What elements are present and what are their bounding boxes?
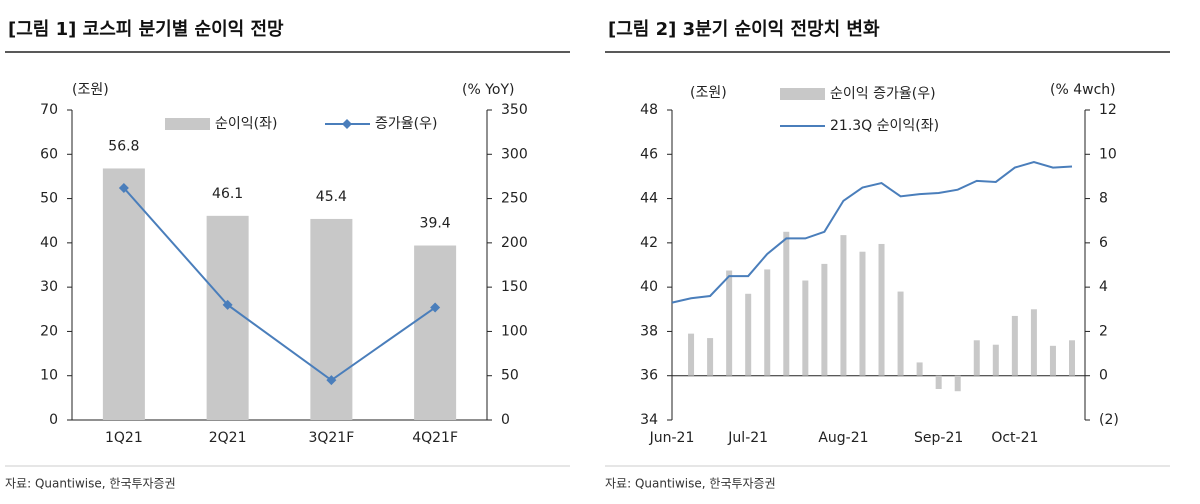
- y-tick-label: 60: [40, 146, 58, 162]
- bar: [840, 235, 847, 376]
- y2-tick-label: 10: [1099, 146, 1117, 162]
- line: [123, 187, 436, 382]
- bar: [897, 291, 904, 376]
- line: [671, 160, 1073, 304]
- bar: [688, 333, 695, 376]
- bar-value-label: 45.4: [316, 189, 347, 205]
- y-tick-label: 10: [40, 368, 58, 384]
- y-axis-unit: (조원): [690, 85, 727, 101]
- bar: [1069, 340, 1075, 376]
- y2-axis-unit: (% YoY): [462, 82, 515, 98]
- y-tick-label: 0: [49, 412, 58, 428]
- y2-tick-label: 150: [501, 279, 528, 295]
- y-tick-label: 46: [640, 146, 658, 162]
- y2-tick-label: 6: [1099, 235, 1108, 251]
- legend-label: 순이익 증가율(우): [830, 86, 936, 102]
- line-marker: [118, 182, 129, 193]
- y2-tick-label: 200: [501, 235, 528, 251]
- bar: [206, 215, 249, 420]
- chart-title: [그림 1] 코스피 분기별 순이익 전망: [8, 19, 284, 40]
- x-tick-label: 3Q21F: [308, 430, 354, 446]
- y2-tick-label: 8: [1099, 191, 1108, 207]
- y-tick-label: 20: [40, 323, 58, 339]
- line-marker: [326, 375, 337, 386]
- x-tick-label: Sep-21: [914, 430, 963, 446]
- y2-tick-label: 300: [501, 146, 528, 162]
- bar-value-label: 56.8: [108, 138, 139, 154]
- y-axis-unit: (조원): [72, 82, 109, 98]
- y-tick-label: 40: [640, 279, 658, 295]
- y2-tick-label: 2: [1099, 323, 1108, 339]
- bar: [745, 293, 752, 376]
- source-note: 자료: Quantiwise, 한국투자증권: [605, 477, 776, 491]
- y-tick-label: 70: [40, 102, 58, 118]
- bar: [726, 270, 733, 376]
- y-tick-label: 40: [40, 235, 58, 251]
- source-note: 자료: Quantiwise, 한국투자증권: [5, 477, 176, 491]
- legend-label: 21.3Q 순이익(좌): [830, 118, 939, 134]
- bar: [802, 280, 809, 376]
- legend-label: 증가율(우): [375, 116, 437, 132]
- legend-marker: [342, 119, 352, 129]
- x-tick-label: Aug-21: [818, 430, 868, 446]
- y2-tick-label: 50: [501, 368, 519, 384]
- y-tick-label: 48: [640, 102, 658, 118]
- y2-axis-unit: (% 4wch): [1050, 82, 1116, 98]
- bar: [821, 263, 828, 376]
- y2-tick-label: 350: [501, 102, 528, 118]
- x-tick-label: 4Q21F: [412, 430, 458, 446]
- bar: [954, 375, 961, 392]
- y-tick-label: 38: [640, 323, 658, 339]
- y-tick-label: 50: [40, 191, 58, 207]
- legend-swatch: [780, 88, 825, 100]
- y-tick-label: 36: [640, 368, 658, 384]
- x-tick-label: Jun-21: [649, 430, 695, 446]
- line-marker: [222, 299, 233, 310]
- bar: [935, 375, 942, 389]
- y2-tick-label: 100: [501, 323, 528, 339]
- y-tick-label: 42: [640, 235, 658, 251]
- bar: [992, 344, 999, 376]
- bar: [878, 243, 885, 376]
- bar: [859, 251, 866, 376]
- bar-value-label: 46.1: [212, 186, 243, 202]
- y2-tick-label: 250: [501, 191, 528, 207]
- bar: [1011, 315, 1018, 376]
- y-tick-label: 44: [640, 191, 658, 207]
- y2-tick-label: 0: [1099, 368, 1108, 384]
- bar: [764, 269, 771, 376]
- bar: [414, 245, 457, 420]
- chart-title: [그림 2] 3분기 순이익 전망치 변화: [608, 19, 880, 40]
- bar: [916, 362, 923, 376]
- bar: [973, 340, 980, 376]
- bar: [1030, 309, 1037, 376]
- y2-tick-label: 4: [1099, 279, 1108, 295]
- legend-swatch: [165, 118, 210, 130]
- line-marker: [430, 302, 441, 313]
- y2-tick-label: 0: [501, 412, 510, 428]
- bar: [783, 231, 790, 376]
- bar: [310, 218, 353, 420]
- y2-tick-label: 12: [1099, 102, 1117, 118]
- x-tick-label: 1Q21: [105, 430, 143, 446]
- x-tick-label: 2Q21: [209, 430, 247, 446]
- x-tick-label: Oct-21: [991, 430, 1038, 446]
- y-tick-label: 30: [40, 279, 58, 295]
- bar: [102, 168, 145, 420]
- bar: [1049, 345, 1056, 376]
- bar: [707, 338, 714, 376]
- y-tick-label: 34: [640, 412, 658, 428]
- legend-label: 순이익(좌): [215, 116, 277, 132]
- x-tick-label: Jul-21: [727, 430, 768, 446]
- y2-tick-label: (2): [1099, 412, 1119, 428]
- bar-value-label: 39.4: [420, 216, 451, 232]
